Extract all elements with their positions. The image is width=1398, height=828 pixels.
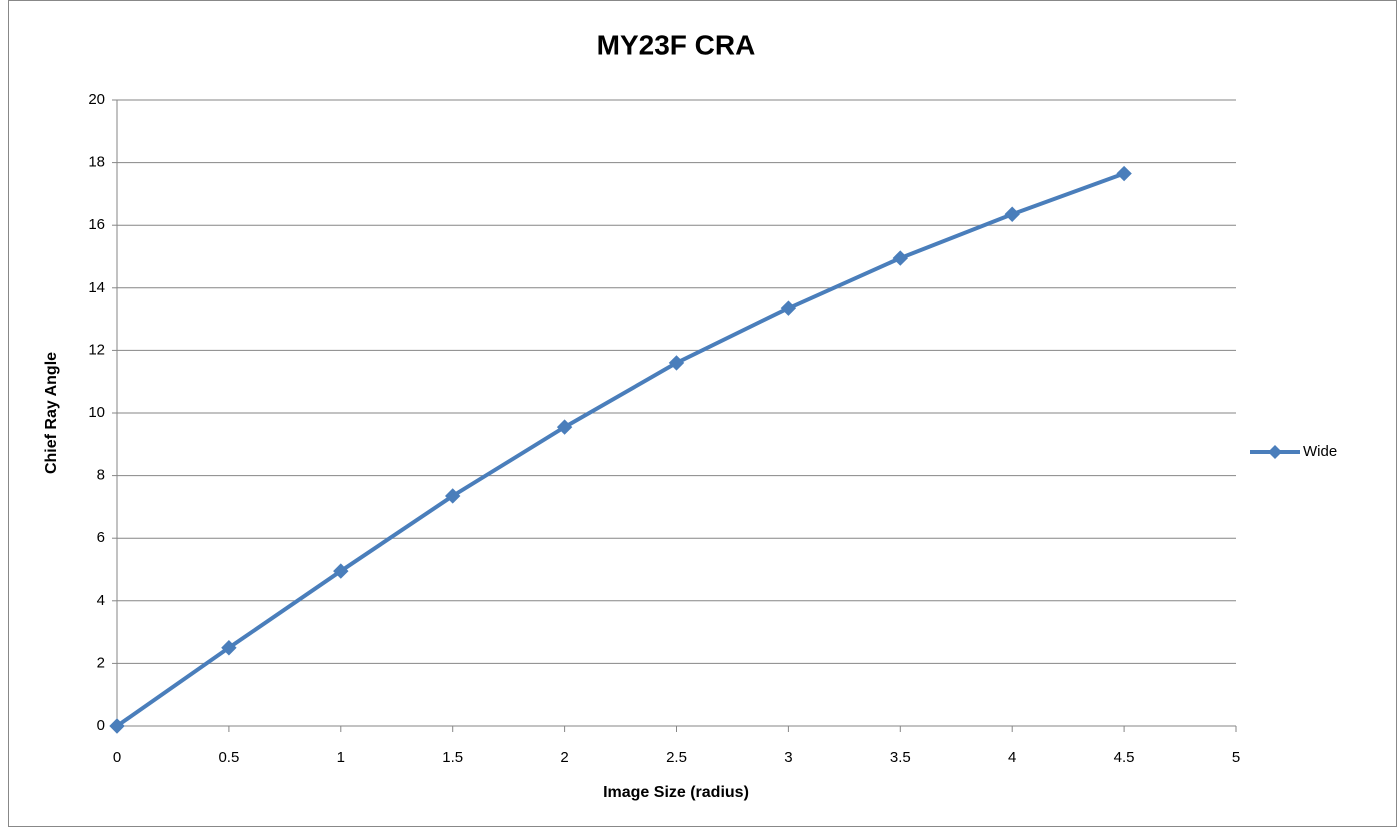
x-tick-label: 2 [560, 749, 568, 766]
series-line [115, 171, 1125, 728]
x-tick-label: 2.5 [666, 749, 687, 766]
x-tick-label: 0 [113, 749, 121, 766]
y-tick-label: 8 [97, 467, 105, 484]
point-marker [109, 718, 125, 734]
x-tick-label: 0.5 [218, 749, 239, 766]
y-axis-label: Chief Ray Angle [43, 352, 60, 474]
y-tick-label: 12 [88, 341, 105, 358]
y-tick-label: 20 [88, 91, 105, 108]
y-tick-label: 4 [97, 592, 105, 609]
y-tick-label: 2 [97, 654, 105, 671]
point-marker [1004, 206, 1020, 222]
x-tick-label: 3.5 [890, 749, 911, 766]
y-tick-label: 6 [97, 529, 105, 546]
x-axis-label: Image Size (radius) [603, 784, 749, 801]
y-tick-label: 18 [88, 154, 105, 171]
y-tick-label: 16 [88, 216, 105, 233]
x-tick-label: 4.5 [1114, 749, 1135, 766]
legend-marker [1268, 445, 1282, 459]
chart-title: MY23F CRA [597, 29, 756, 60]
y-tick-label: 10 [88, 404, 105, 421]
x-tick-label: 3 [784, 749, 792, 766]
y-tick-label: 14 [88, 279, 105, 296]
point-marker [556, 419, 573, 435]
x-tick-label: 5 [1232, 749, 1240, 766]
y-tick-label: 0 [97, 717, 105, 734]
point-marker [892, 250, 909, 266]
point-marker [221, 640, 237, 656]
x-tick-label: 1 [337, 749, 345, 766]
point-marker [1116, 165, 1132, 182]
legend-label: Wide [1303, 443, 1337, 460]
x-tick-label: 4 [1008, 749, 1016, 766]
point-marker [668, 355, 685, 371]
x-tick-label: 1.5 [442, 749, 463, 766]
point-marker [780, 300, 797, 316]
point-marker [444, 488, 461, 504]
point-marker [333, 563, 349, 579]
